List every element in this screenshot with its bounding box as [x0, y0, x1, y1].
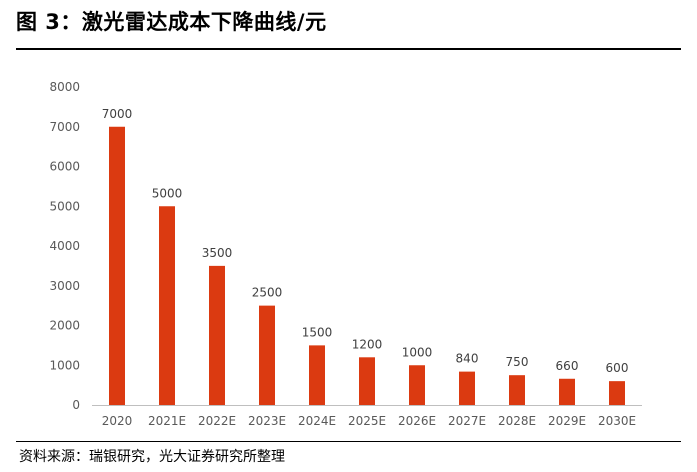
y-tick-label: 8000: [49, 80, 80, 94]
data-label: 3500: [202, 246, 233, 260]
data-labels: 7000 5000 3500 2500 1500 1200 1000 840 750 660 600: [102, 107, 629, 375]
x-tick-label: 2026E: [398, 414, 436, 428]
y-tick-label: 2000: [49, 319, 80, 333]
x-axis-tick-labels: 2020 2021E 2022E 2023E 2024E 2025E 2026E 2027E 2…: [102, 414, 636, 428]
x-tick-label: 2022E: [198, 414, 236, 428]
source-divider: [16, 441, 681, 442]
y-tick-label: 7000: [49, 120, 80, 134]
bar-2026E: [409, 365, 425, 405]
x-tick-label: 2024E: [298, 414, 336, 428]
y-tick-label: 1000: [49, 358, 80, 372]
bar-2029E: [559, 378, 575, 405]
x-tick-label: 2029E: [548, 414, 586, 428]
x-tick-label: 2027E: [448, 414, 486, 428]
x-tick-label: 2023E: [248, 414, 286, 428]
x-tick-label: 2030E: [598, 414, 636, 428]
data-label: 600: [606, 361, 629, 375]
bar-2025E: [359, 357, 375, 405]
data-label: 1500: [302, 325, 333, 339]
x-tick-label: 2028E: [498, 414, 536, 428]
data-label: 1200: [352, 337, 383, 351]
x-tick-label: 2021E: [148, 414, 186, 428]
y-tick-label: 6000: [49, 160, 80, 174]
y-tick-label: 5000: [49, 199, 80, 213]
y-tick-label: 0: [72, 398, 80, 412]
bar-2024E: [309, 345, 325, 405]
y-tick-label: 4000: [49, 239, 80, 253]
data-label: 5000: [152, 186, 183, 200]
y-axis-tick-labels: 0 1000 2000 3000 4000 5000 6000 7000 8000: [49, 80, 80, 412]
data-label: 750: [506, 355, 529, 369]
bar-2030E: [609, 381, 625, 405]
bar-2022E: [209, 265, 225, 405]
y-tick-label: 3000: [49, 279, 80, 293]
bar-2021E: [159, 206, 175, 405]
source-note: 资料来源：瑞银研究，光大证券研究所整理: [19, 449, 285, 465]
bars: [109, 126, 625, 405]
data-label: 660: [556, 359, 579, 373]
bar-2028E: [509, 375, 525, 405]
bar-2027E: [459, 371, 475, 405]
chart-title: 图 3：激光雷达成本下降曲线/元: [16, 10, 327, 34]
x-tick-label: 2020: [102, 414, 133, 428]
data-label: 1000: [402, 345, 433, 359]
data-label: 2500: [252, 286, 283, 300]
bar-2020: [109, 126, 125, 405]
data-label: 7000: [102, 107, 133, 121]
x-tick-label: 2025E: [348, 414, 386, 428]
bar-2023E: [259, 305, 275, 405]
data-label: 840: [456, 352, 479, 366]
title-underline: [16, 48, 681, 50]
